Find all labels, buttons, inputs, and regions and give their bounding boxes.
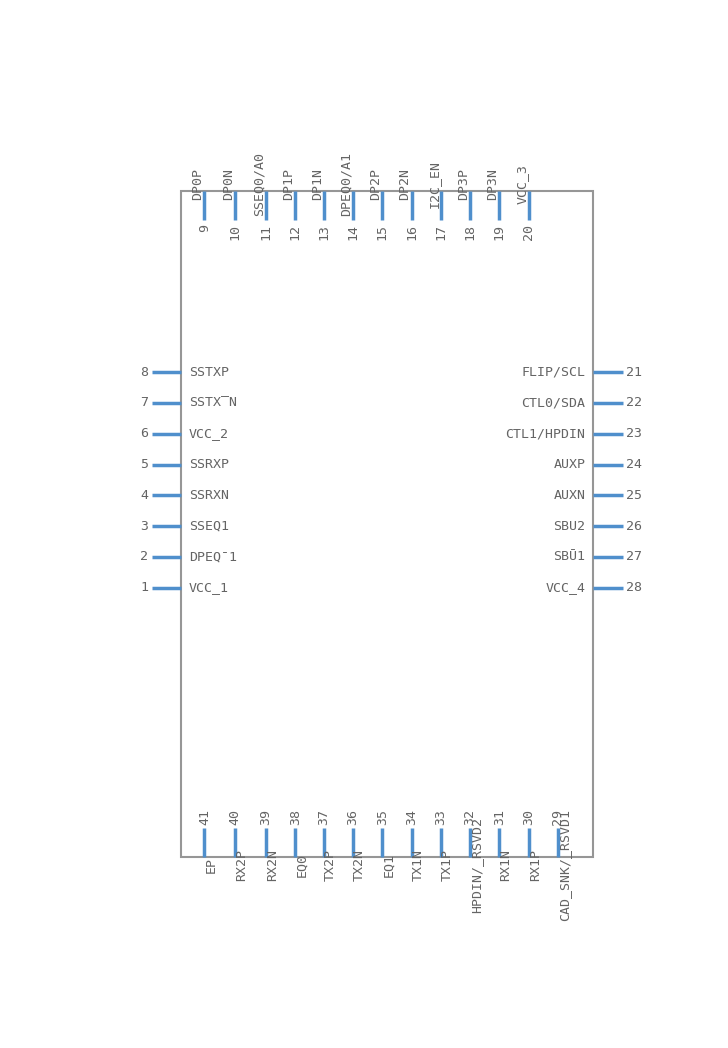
Text: DP2N: DP2N <box>399 168 411 199</box>
Text: SSTX̅N: SSTX̅N <box>189 396 237 410</box>
Text: 11: 11 <box>260 223 272 240</box>
Text: HPDIN/_RSVD2: HPDIN/_RSVD2 <box>470 817 483 913</box>
Text: VCC_3: VCC_3 <box>515 163 529 203</box>
Text: DP2P: DP2P <box>369 168 382 199</box>
Text: 12: 12 <box>289 223 302 240</box>
Text: 1: 1 <box>141 582 149 594</box>
Text: 15: 15 <box>376 223 389 240</box>
Text: DP3P: DP3P <box>457 168 470 199</box>
Text: 26: 26 <box>626 520 642 532</box>
Text: DPEQ0/A1: DPEQ0/A1 <box>340 152 353 216</box>
Text: FLIP/SCL: FLIP/SCL <box>522 366 585 378</box>
Text: SSRXN: SSRXN <box>189 488 229 502</box>
Text: 29: 29 <box>551 809 564 825</box>
Text: 28: 28 <box>626 582 642 594</box>
Text: SBŪ1: SBŪ1 <box>553 550 585 564</box>
Text: 27: 27 <box>626 550 642 564</box>
Text: 41: 41 <box>198 809 211 825</box>
Text: 2: 2 <box>141 550 149 564</box>
Text: 22: 22 <box>626 396 642 410</box>
Text: 8: 8 <box>141 366 149 378</box>
Text: CAD_SNK/_RSVD1: CAD_SNK/_RSVD1 <box>558 809 571 921</box>
Text: 24: 24 <box>626 458 642 471</box>
Text: RX1N: RX1N <box>499 849 513 881</box>
Text: AUXN: AUXN <box>553 488 585 502</box>
Text: 23: 23 <box>626 428 642 440</box>
Text: SSRXP: SSRXP <box>189 458 229 471</box>
Text: SBU2: SBU2 <box>553 520 585 532</box>
Text: 5: 5 <box>141 458 149 471</box>
Text: 4: 4 <box>141 488 149 502</box>
Text: 19: 19 <box>493 223 506 240</box>
Text: 35: 35 <box>376 809 389 825</box>
Text: TX2P: TX2P <box>324 849 337 881</box>
Text: DPEQ̄1: DPEQ̄1 <box>189 550 237 564</box>
Text: DP1N: DP1N <box>311 168 324 199</box>
Text: DP3N: DP3N <box>486 168 499 199</box>
Text: SSEQ0/A0: SSEQ0/A0 <box>253 152 266 216</box>
Text: SSEQ1: SSEQ1 <box>189 520 229 532</box>
Text: 9: 9 <box>198 223 211 232</box>
Text: 10: 10 <box>229 223 242 240</box>
Text: 21: 21 <box>626 366 642 378</box>
Text: VCC_4: VCC_4 <box>545 582 585 594</box>
Text: 17: 17 <box>435 223 448 240</box>
Text: 33: 33 <box>435 809 448 825</box>
Text: I2C_EN: I2C_EN <box>428 159 441 208</box>
Text: 36: 36 <box>347 809 360 825</box>
Text: 6: 6 <box>141 428 149 440</box>
Text: 16: 16 <box>405 223 418 240</box>
Text: 37: 37 <box>317 809 331 825</box>
Text: RX2N: RX2N <box>266 849 279 881</box>
Text: 40: 40 <box>229 809 242 825</box>
Text: TX1N: TX1N <box>411 849 424 881</box>
Text: VCC_1: VCC_1 <box>189 582 229 594</box>
Text: 32: 32 <box>464 809 477 825</box>
Text: VCC_2: VCC_2 <box>189 428 229 440</box>
Text: 3: 3 <box>141 520 149 532</box>
Text: CTL1/HPDIN: CTL1/HPDIN <box>506 428 585 440</box>
Text: 20: 20 <box>522 223 535 240</box>
Text: EQ1: EQ1 <box>382 853 395 877</box>
Text: 38: 38 <box>289 809 302 825</box>
Text: 13: 13 <box>317 223 331 240</box>
Text: EQ0: EQ0 <box>296 853 309 877</box>
Text: TX2N: TX2N <box>353 849 366 881</box>
Text: CTL0/SDA: CTL0/SDA <box>522 396 585 410</box>
Text: DP0N: DP0N <box>222 168 235 199</box>
Text: 7: 7 <box>141 396 149 410</box>
Text: 34: 34 <box>405 809 418 825</box>
Text: 31: 31 <box>493 809 506 825</box>
Text: RX1P: RX1P <box>529 849 542 881</box>
Text: DP0P: DP0P <box>191 168 205 199</box>
Text: 39: 39 <box>260 809 272 825</box>
Text: SSTXP: SSTXP <box>189 366 229 378</box>
Text: TX1P: TX1P <box>441 849 454 881</box>
Text: DP1P: DP1P <box>282 168 296 199</box>
Text: 30: 30 <box>522 809 535 825</box>
Text: 18: 18 <box>464 223 477 240</box>
Text: EP: EP <box>205 857 218 873</box>
Text: 25: 25 <box>626 488 642 502</box>
Text: RX2P: RX2P <box>235 849 248 881</box>
Text: AUXP: AUXP <box>553 458 585 471</box>
Bar <box>181 191 593 857</box>
Text: 14: 14 <box>347 223 360 240</box>
